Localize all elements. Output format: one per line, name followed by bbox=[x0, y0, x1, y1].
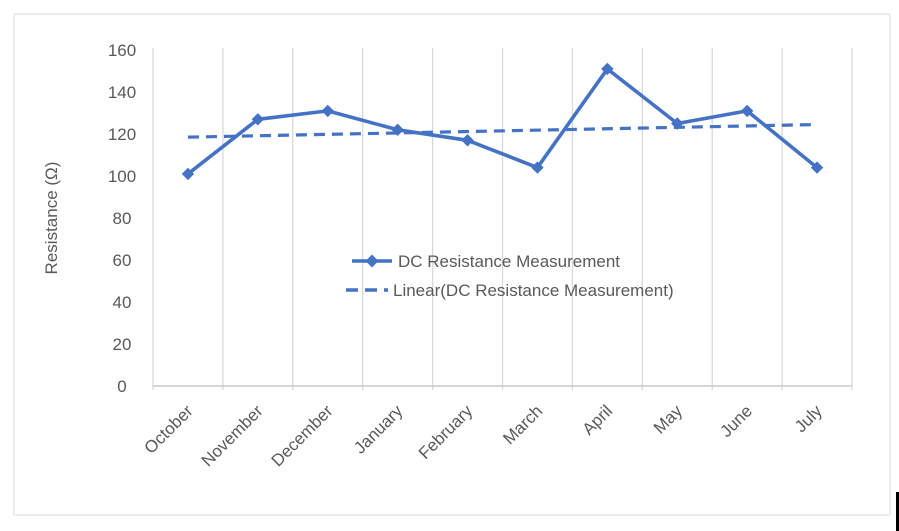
legend-diamond-marker-icon bbox=[365, 254, 379, 268]
legend-trendline-label: Linear(DC Resistance Measurement) bbox=[393, 281, 674, 300]
data-point-marker bbox=[251, 113, 265, 126]
gridlines-layer bbox=[152, 48, 853, 390]
x-tick-label: April bbox=[579, 401, 616, 438]
x-tick-label: July bbox=[791, 401, 826, 436]
x-tick-label: November bbox=[198, 401, 267, 470]
y-tick-label: 40 bbox=[113, 293, 132, 312]
y-tick-label: 160 bbox=[108, 41, 136, 60]
series-layer bbox=[181, 62, 824, 181]
data-point-marker bbox=[461, 134, 474, 147]
y-tick-label: 120 bbox=[108, 125, 136, 144]
y-tick-label: 80 bbox=[113, 209, 132, 228]
x-tick-label: October bbox=[141, 401, 197, 457]
text-cursor-bar bbox=[896, 492, 899, 531]
y-tick-label: 100 bbox=[108, 167, 136, 186]
y-tick-label: 20 bbox=[113, 335, 132, 354]
data-point-marker bbox=[181, 167, 195, 181]
y-tick-label: 140 bbox=[108, 83, 136, 102]
data-point-marker bbox=[740, 104, 754, 118]
trendline bbox=[187, 122, 818, 139]
y-axis-title: Resistance (Ω) bbox=[42, 162, 61, 275]
legend-series-label: DC Resistance Measurement bbox=[398, 252, 620, 271]
data-point-marker bbox=[321, 104, 334, 118]
y-tick-label: 60 bbox=[113, 251, 132, 270]
legend: DC Resistance Measurement Linear(DC Resis… bbox=[346, 252, 674, 300]
x-tick-label: January bbox=[350, 401, 407, 458]
x-tick-label: June bbox=[716, 401, 756, 441]
data-point-marker bbox=[601, 62, 614, 76]
data-point-marker bbox=[531, 161, 544, 174]
x-tick-label: February bbox=[415, 401, 477, 463]
chart-card bbox=[13, 13, 891, 516]
y-tick-label: 0 bbox=[117, 377, 126, 396]
x-tick-label: March bbox=[499, 401, 546, 448]
data-point-marker bbox=[810, 161, 824, 174]
x-tick-label: May bbox=[650, 401, 686, 437]
series-line bbox=[186, 67, 819, 176]
x-tick-label: December bbox=[268, 401, 337, 470]
